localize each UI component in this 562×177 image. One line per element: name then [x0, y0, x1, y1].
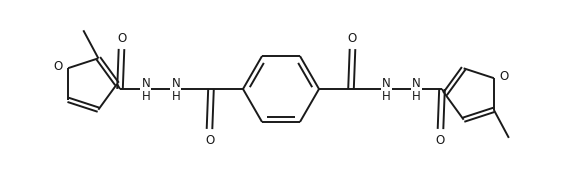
Text: N: N [171, 77, 180, 90]
Text: O: O [117, 32, 126, 44]
Text: O: O [436, 133, 445, 147]
Text: H: H [142, 90, 151, 103]
Text: H: H [411, 90, 420, 103]
Text: O: O [53, 60, 63, 73]
Text: N: N [142, 77, 151, 90]
Text: O: O [499, 70, 509, 83]
Text: O: O [348, 32, 357, 44]
Text: O: O [205, 133, 214, 147]
Text: N: N [382, 77, 391, 90]
Text: N: N [411, 77, 420, 90]
Text: H: H [171, 90, 180, 103]
Text: H: H [382, 90, 391, 103]
